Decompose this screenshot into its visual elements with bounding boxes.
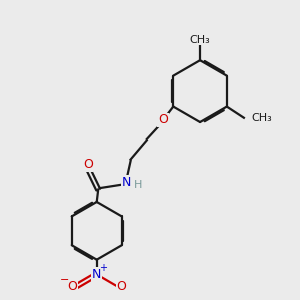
Text: O: O xyxy=(116,280,126,293)
Text: O: O xyxy=(83,158,93,171)
Text: −: − xyxy=(60,275,69,285)
Text: N: N xyxy=(122,176,131,189)
Text: O: O xyxy=(67,280,77,293)
Text: N: N xyxy=(92,268,101,281)
Text: H: H xyxy=(134,180,143,190)
Text: O: O xyxy=(158,113,168,126)
Text: CH₃: CH₃ xyxy=(190,34,210,45)
Text: CH₃: CH₃ xyxy=(251,113,272,123)
Text: +: + xyxy=(99,263,106,273)
